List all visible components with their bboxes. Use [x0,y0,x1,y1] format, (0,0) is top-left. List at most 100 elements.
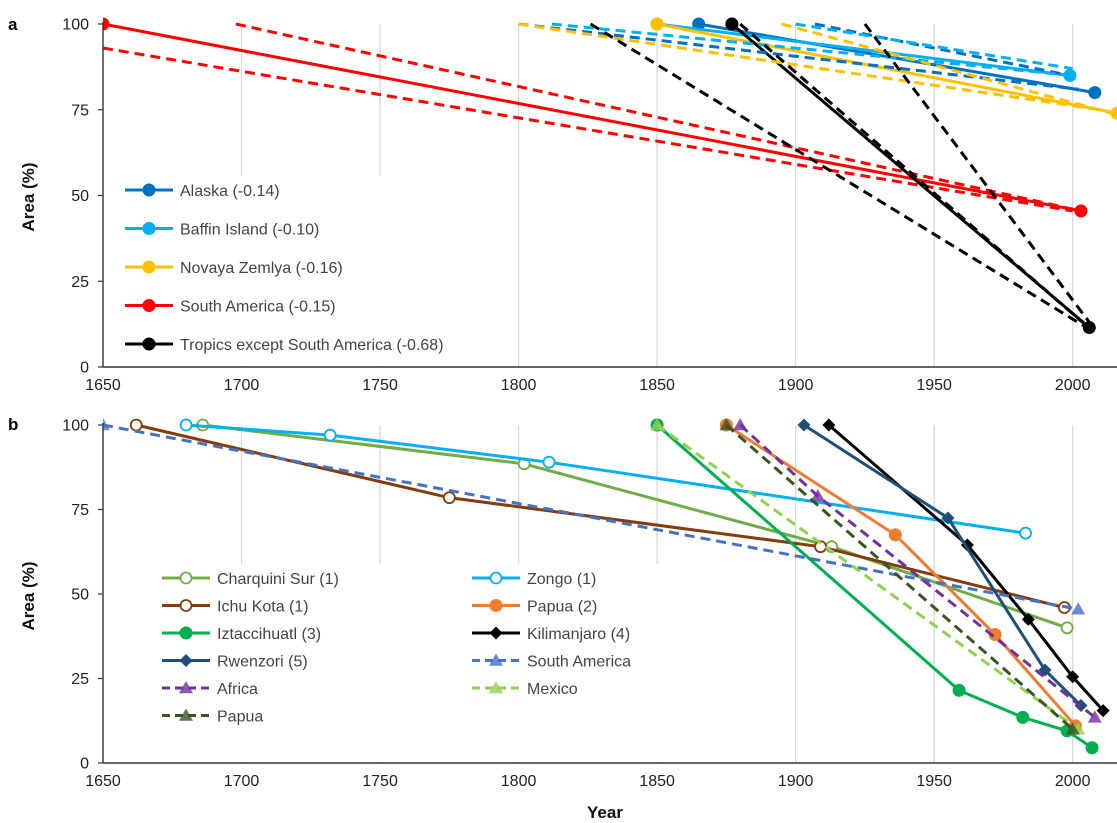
panel-b-legend-marker-zongo [489,571,503,585]
panel-a-series-line-unlabeled-10 [781,22,1112,115]
panel-b-legend-marker-ichu-kota [179,599,193,612]
panel-b-y-tick-75: 75 [71,502,89,519]
panel-b-y-tick-0: 0 [80,756,89,773]
panel-a-x-tick-1950: 1950 [916,377,952,394]
panel-b-legend-marker-rwenzori [179,654,193,667]
panel-b-point-zongo-2 [542,455,556,469]
panel-a-legend: Alaska (-0.14) Baffin Island (-0.10) Novay… [118,176,518,366]
panel-b-legend-label-south-america: South America [527,654,631,671]
panel-a-legend-box [118,176,518,366]
panel-b-point-rwenzori-1 [941,511,955,525]
panel-b-point-africa-1 [810,488,825,502]
panel-b-legend-marker-iztaccihuatl [179,626,193,640]
panel-b-x-tick-1650: 1650 [85,773,121,790]
panel-b-legend-label-charquini-sur: Charquini Sur (1) [217,571,339,588]
panel-a-label: a [8,15,18,34]
panel-b-y-tick-25: 25 [71,671,89,688]
panel-b-point-ichu-kota-0 [129,418,143,432]
panel-a-point-novaya-zemlya-0 [650,17,664,31]
panel-b-x-tick-1850: 1850 [639,773,675,790]
panel-b-point-kilimanjaro-4 [1096,704,1110,718]
panel-b-legend-label-mexico: Mexico [527,681,578,698]
panel-a-legend-label-tropics-except-south-america: Tropics except South America (-0.68) [180,337,444,354]
panel-b-legend-marker-kilimanjaro [489,626,503,640]
panel-a-x-tick-1750: 1750 [362,377,398,394]
panel-a-x-tick-1800: 1800 [501,377,537,394]
panel-a-series-line-unlabeled-6 [814,22,1071,77]
panel-b-series-line-rwenzori [803,423,1083,707]
panel-a-legend-label-baffin-island: Baffin Island (-0.10) [180,222,319,239]
panel-b-legend-box [150,564,680,762]
panel-b-point-ichu-kota-1 [442,491,456,505]
panel-b-label: b [8,415,18,434]
panel-b-x-tick-1900: 1900 [778,773,814,790]
panel-a-y-tick-75: 75 [71,102,89,119]
panel-b-point-charquini-sur-3 [1060,621,1074,635]
panel-a-series-line-unlabeled-8 [795,22,1073,71]
panel-b-y-axis-label: Area (%) [19,562,38,631]
panel-a-series-line-unlabeled-9 [518,22,1101,112]
panel-a-legend-label-alaska: Alaska (-0.14) [180,183,280,200]
panel-b-legend-label-papua: Papua (2) [527,599,597,616]
panel-b-point-iztaccihuatl-4 [1085,741,1099,755]
panel-a-x-tick-1700: 1700 [224,377,260,394]
panel-a-point-south-america-0 [103,17,110,31]
panel-b-legend-label-rwenzori: Rwenzori (5) [217,654,308,671]
panel-b-point-papua-0 [719,418,734,431]
panel-b-legend-label-iztaccihuatl: Iztaccihuatl (3) [217,626,321,643]
panel-b-series-line-south-america [103,423,1079,611]
panel-b-point-africa-0 [733,418,748,431]
panel-a-y-tick-25: 25 [71,274,89,291]
panel-a-series [103,17,1117,335]
panel-a-x-tick-1900: 1900 [778,377,814,394]
panel-b-point-kilimanjaro-2 [1021,612,1035,626]
panel-b-point-kilimanjaro-3 [1066,670,1080,684]
panel-b-x-tick-1700: 1700 [224,773,260,790]
panel-a-series-line-south-america [103,22,1082,213]
panel-b-x-tick-2000: 2000 [1055,773,1091,790]
panel-a-series-line-alaska [698,22,1096,95]
panel-b-point-iztaccihuatl-1 [952,683,966,697]
panel-b-point-africa-2 [1087,710,1102,723]
panel-a-series-line-novaya-zemlya [656,22,1117,115]
panel-b-legend-marker-mexico [489,681,503,694]
panel-a-series-line-unlabeled-12 [235,22,1082,213]
panel-b-series-line-zongo [186,423,1026,535]
panel-a-x-tick-1850: 1850 [639,377,675,394]
panel-b-legend-marker-papua [179,708,193,721]
panel-a-series-line-unlabeled-14 [739,22,1088,327]
panel-b-point-zongo-0 [179,418,193,432]
panel-b-point-papua-1 [888,528,902,542]
panel-a-series-line-unlabeled-7 [551,22,1073,77]
panel-b-series-line-papua [725,423,1074,731]
panel-a-legend-label-novaya-zemlya: Novaya Zemlya (-0.16) [180,260,343,277]
panel-b-x-axis-label: Year [587,803,623,822]
panel-b-x-tick-1750: 1750 [362,773,398,790]
panel-b-x-tick-1950: 1950 [916,773,952,790]
panel-a-legend-label-south-america: South America (-0.15) [180,299,336,316]
panel-b-point-south-america-0 [103,418,110,431]
panel-b-point-south-america-1 [1071,602,1086,615]
panel-a-axes: 1650 1700 1750 1800 1850 1900 1950 2000 0 25 50 75 1… [62,17,1117,394]
panel-a-legend-marker-novaya-zemlya [142,260,156,274]
panel-b-legend-marker-africa [179,681,193,694]
panel-b-legend-label-ichu-kota: Ichu Kota (1) [217,599,309,616]
panel-a-plot-area [103,17,1117,335]
panel-a-legend-marker-south-america [142,299,156,312]
panel-a-y-axis-label: Area (%) [19,163,38,232]
panel-b-legend-label-africa: Africa [217,681,258,698]
panel-a-y-tick-100: 100 [62,17,89,34]
panel-a-x-tick-1650: 1650 [85,377,121,394]
panel-a-y-tick-0: 0 [80,360,89,377]
panel-a-point-tropics-except-south-america-0 [725,17,739,31]
panel-b-legend-marker-papua [489,599,503,612]
panel-b-x-tick-1800: 1800 [501,773,537,790]
panel-b-y-tick-100: 100 [62,418,89,435]
panel-b-series-line-mexico [656,423,1080,731]
panel-b-point-mexico-0 [650,418,665,431]
panel-b-series [103,418,1110,755]
panel-b-y-tick-50: 50 [71,587,89,604]
panel-a-legend-marker-alaska [142,183,156,197]
panel-a: a 1650 1700 1750 1800 1850 1900 1950 2000 0 25 50 7… [8,15,1117,394]
